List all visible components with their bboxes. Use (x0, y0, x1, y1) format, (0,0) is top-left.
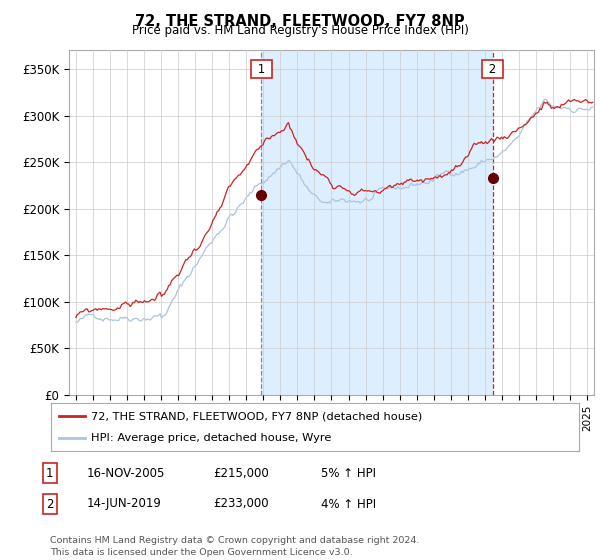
Text: Price paid vs. HM Land Registry's House Price Index (HPI): Price paid vs. HM Land Registry's House … (131, 24, 469, 37)
Text: 4% ↑ HPI: 4% ↑ HPI (321, 497, 376, 511)
Text: 1: 1 (254, 63, 269, 76)
Text: 2: 2 (46, 497, 53, 511)
Text: Contains HM Land Registry data © Crown copyright and database right 2024.
This d: Contains HM Land Registry data © Crown c… (50, 536, 419, 557)
Text: HPI: Average price, detached house, Wyre: HPI: Average price, detached house, Wyre (91, 433, 331, 443)
Text: 72, THE STRAND, FLEETWOOD, FY7 8NP (detached house): 72, THE STRAND, FLEETWOOD, FY7 8NP (deta… (91, 411, 422, 421)
Text: 14-JUN-2019: 14-JUN-2019 (87, 497, 162, 511)
Bar (261, 50, 493, 395)
Text: £215,000: £215,000 (213, 466, 269, 480)
Text: £233,000: £233,000 (213, 497, 269, 511)
Text: 5% ↑ HPI: 5% ↑ HPI (321, 466, 376, 480)
Text: 2: 2 (485, 63, 500, 76)
Text: 16-NOV-2005: 16-NOV-2005 (87, 466, 166, 480)
Text: 1: 1 (46, 466, 53, 480)
Text: 72, THE STRAND, FLEETWOOD, FY7 8NP: 72, THE STRAND, FLEETWOOD, FY7 8NP (135, 14, 465, 29)
